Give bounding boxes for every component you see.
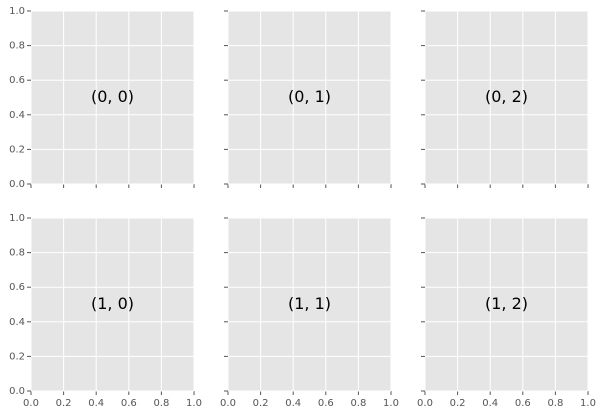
panel-label: (0, 0) [91,87,134,106]
x-tick-label: 0.2 [253,398,269,409]
y-tick-label: 0.4 [9,110,25,121]
panel-label: (0, 2) [485,87,528,106]
x-tick-label: 0.6 [121,398,137,409]
y-tick-label: 0.6 [9,282,25,293]
y-tick-label: 1.0 [9,6,25,17]
plot-area [31,11,194,184]
x-tick-label: 0.8 [350,398,366,409]
x-tick-label: 1.0 [383,398,399,409]
x-tick-label: 0.0 [220,398,236,409]
y-tick-label: 0.8 [9,248,25,259]
x-tick-label: 0.4 [482,398,498,409]
plot-area [31,218,194,391]
x-tick-label: 0.2 [450,398,466,409]
panel-label: (1, 1) [288,294,331,313]
x-tick-label: 0.8 [153,398,169,409]
panel-label: (1, 2) [485,294,528,313]
y-tick-label: 0.0 [9,386,25,397]
y-tick-label: 0.4 [9,317,25,328]
x-tick-label: 0.2 [56,398,72,409]
x-tick-label: 1.0 [186,398,202,409]
y-tick-label: 1.0 [9,213,25,224]
plot-area [425,218,588,391]
x-tick-label: 0.0 [417,398,433,409]
x-tick-label: 0.0 [23,398,39,409]
panel-label: (0, 1) [288,87,331,106]
y-tick-label: 0.2 [9,144,25,155]
x-tick-label: 0.6 [318,398,334,409]
panel-label: (1, 0) [91,294,134,313]
plot-area [228,11,391,184]
x-tick-label: 0.4 [285,398,301,409]
x-tick-label: 0.8 [547,398,563,409]
plot-area [228,218,391,391]
x-tick-label: 0.4 [88,398,104,409]
y-tick-label: 0.0 [9,179,25,190]
y-tick-label: 0.6 [9,75,25,86]
x-tick-label: 1.0 [580,398,596,409]
y-tick-label: 0.8 [9,41,25,52]
x-tick-label: 0.6 [515,398,531,409]
y-tick-label: 0.2 [9,351,25,362]
plot-area [425,11,588,184]
